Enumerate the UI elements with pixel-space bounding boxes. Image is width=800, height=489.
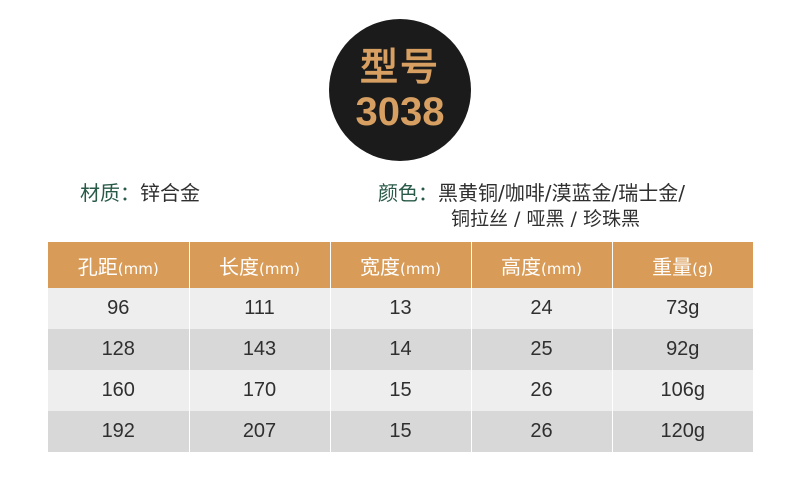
header-unit: (mm) [400,259,441,278]
header-label: 长度 [219,254,260,279]
header-length: 长度(mm) [189,242,331,288]
table-cell: 160 [48,370,190,411]
table-cell: 96 [48,288,190,329]
header-weight: 重量(g) [612,242,753,288]
header-label: 孔距 [77,254,118,279]
header-unit: (mm) [541,259,582,278]
table-cell: 92g [612,329,753,370]
model-title: 型号 [359,45,440,89]
header-label: 宽度 [360,254,401,279]
table-cell: 73g [612,288,753,329]
spec-table: 孔距(mm) 长度(mm) 宽度(mm) 高度(mm) 重量(g) 96 111… [48,242,753,452]
header-width: 宽度(mm) [330,242,472,288]
header-unit: (mm) [117,259,159,278]
material-label: 材质： [80,181,140,205]
model-number: 3038 [355,90,445,134]
header-height: 高度(mm) [471,242,613,288]
color-value-line1: 黑黄铜/咖啡/漠蓝金/瑞士金/ [438,181,685,205]
material-value: 锌合金 [140,181,200,205]
table-cell: 120g [612,411,753,452]
header-unit: (mm) [259,259,300,278]
table-cell: 13 [330,288,472,329]
model-badge: 型号 3038 [329,19,471,161]
table-header-row: 孔距(mm) 长度(mm) 宽度(mm) 高度(mm) 重量(g) [48,242,753,288]
table-cell: 143 [189,329,331,370]
color-label: 颜色： [378,181,438,205]
table-cell: 14 [330,329,472,370]
table-row: 192 207 15 26 120g [48,411,753,452]
header-unit: (g) [692,259,714,278]
table-cell: 24 [471,288,613,329]
table-cell: 106g [612,370,753,411]
table-cell: 26 [471,411,613,452]
table-cell: 15 [330,370,472,411]
table-cell: 128 [48,329,190,370]
table-cell: 111 [189,288,331,329]
color-value-line2: 铜拉丝 / 哑黑 / 珍珠黑 [451,208,640,230]
table-cell: 26 [471,370,613,411]
color-spec: 颜色：黑黄铜/咖啡/漠蓝金/瑞士金/ 铜拉丝 / 哑黑 / 珍珠黑 [378,180,685,232]
table-cell: 207 [189,411,331,452]
table-cell: 25 [471,329,613,370]
table-cell: 15 [330,411,472,452]
material-spec: 材质：锌合金 [80,180,200,206]
table-row: 96 111 13 24 73g [48,288,753,329]
header-label: 重量 [652,254,693,279]
table-row: 128 143 14 25 92g [48,329,753,370]
header-label: 高度 [501,254,542,279]
table-row: 160 170 15 26 106g [48,370,753,411]
table-cell: 192 [48,411,190,452]
header-hole-distance: 孔距(mm) [48,242,190,288]
table-cell: 170 [189,370,331,411]
